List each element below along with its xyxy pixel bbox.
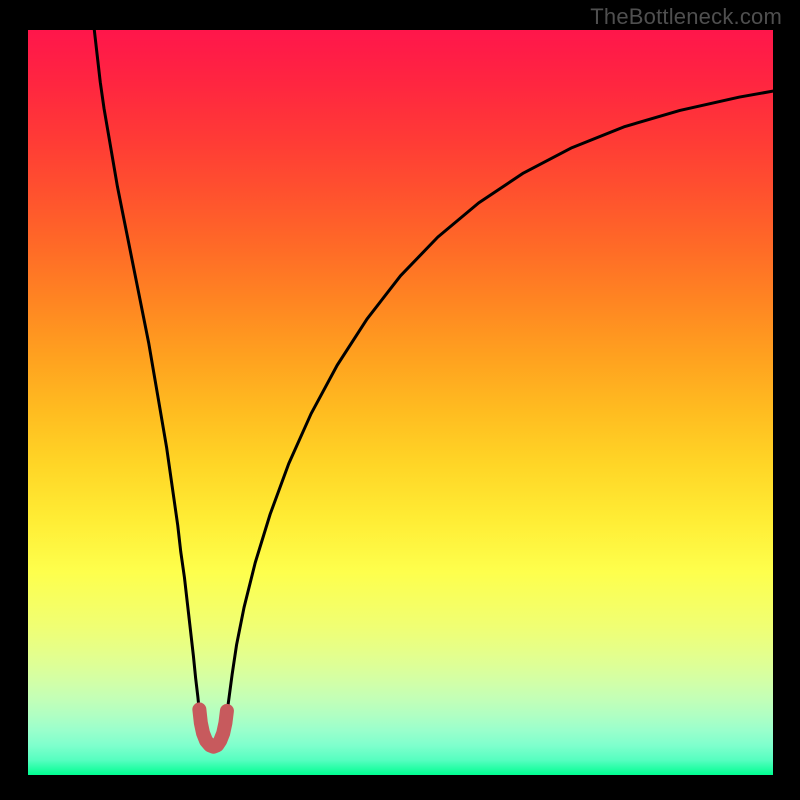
plot-area bbox=[28, 30, 773, 775]
gradient-background bbox=[28, 30, 773, 775]
chart-frame: TheBottleneck.com bbox=[0, 0, 800, 800]
bottleneck-curve-chart bbox=[28, 30, 773, 775]
watermark-text: TheBottleneck.com bbox=[590, 4, 782, 30]
